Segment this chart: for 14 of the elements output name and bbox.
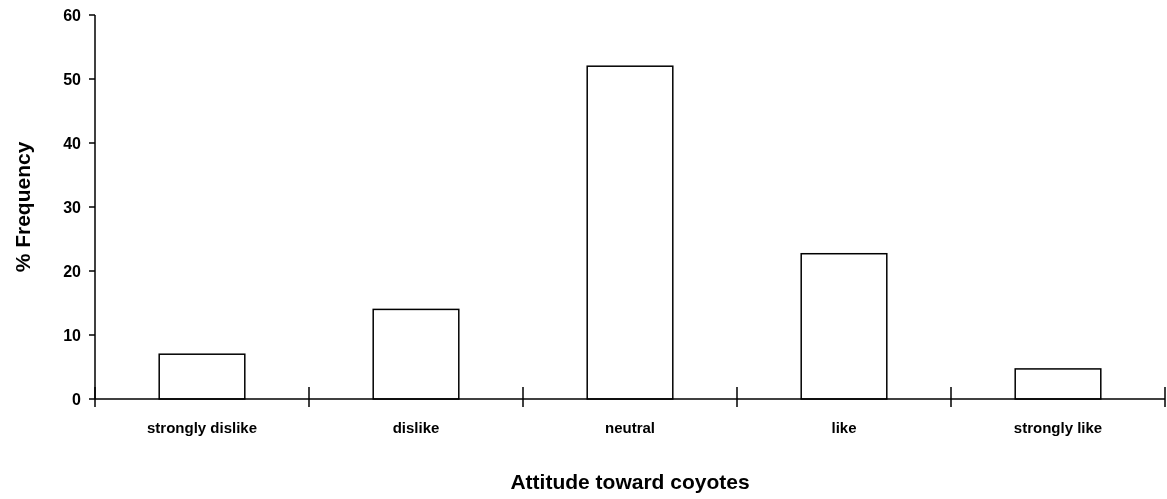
x-tick-label: strongly like (1013, 419, 1103, 436)
y-tick-label: 40 (63, 134, 82, 152)
x-tick-label: neutral (604, 419, 656, 436)
x-axis-title: Attitude toward coyotes (510, 470, 750, 493)
x-tick-label: like (831, 419, 857, 436)
y-tick-label: 60 (63, 6, 82, 24)
y-tick-label: 0 (72, 390, 82, 408)
y-tick-label: 20 (63, 262, 82, 280)
x-tick-label: dislike (392, 419, 440, 436)
y-axis-title: % Frequency (11, 141, 34, 273)
y-tick-label: 30 (63, 198, 82, 216)
y-tick-label: 50 (63, 70, 82, 88)
x-tick-label: strongly dislike (146, 419, 258, 436)
y-tick-label: 10 (63, 326, 82, 344)
